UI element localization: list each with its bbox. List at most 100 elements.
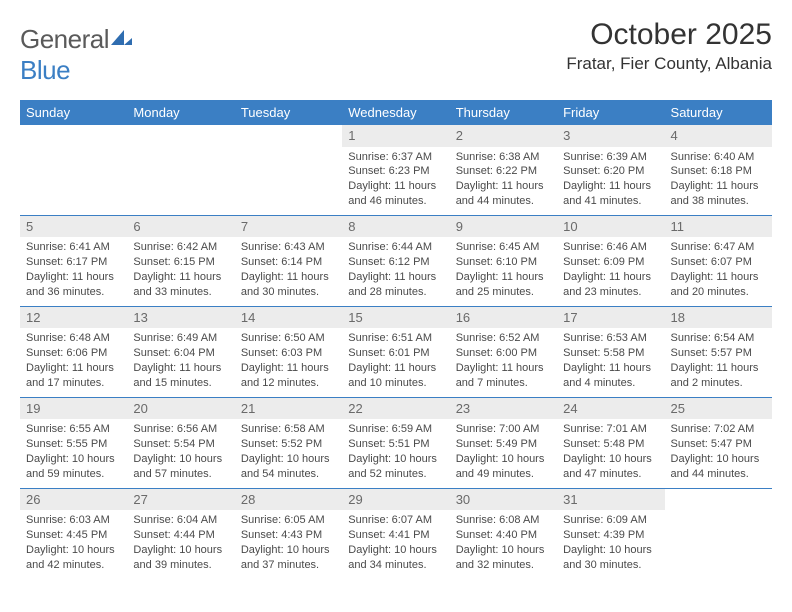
weekday-header: Sunday — [20, 100, 127, 125]
day-daylight2: and 10 minutes. — [348, 376, 443, 391]
day-sunset: Sunset: 6:09 PM — [563, 255, 658, 270]
day-sunrise: Sunrise: 6:38 AM — [456, 150, 551, 165]
day-daylight2: and 41 minutes. — [563, 194, 658, 209]
day-daylight2: and 59 minutes. — [26, 467, 121, 482]
day-number: 12 — [20, 307, 127, 329]
calendar-empty-cell — [127, 125, 234, 215]
day-sunrise: Sunrise: 6:41 AM — [26, 240, 121, 255]
calendar-day-cell: 5Sunrise: 6:41 AMSunset: 6:17 PMDaylight… — [20, 215, 127, 306]
calendar-day-cell: 28Sunrise: 6:05 AMSunset: 4:43 PMDayligh… — [235, 488, 342, 578]
day-daylight2: and 37 minutes. — [241, 558, 336, 573]
day-daylight2: and 12 minutes. — [241, 376, 336, 391]
calendar-day-cell: 13Sunrise: 6:49 AMSunset: 6:04 PMDayligh… — [127, 306, 234, 397]
calendar-week-row: 26Sunrise: 6:03 AMSunset: 4:45 PMDayligh… — [20, 488, 772, 578]
day-number: 27 — [127, 489, 234, 511]
calendar-day-cell: 31Sunrise: 6:09 AMSunset: 4:39 PMDayligh… — [557, 488, 664, 578]
calendar-day-cell: 16Sunrise: 6:52 AMSunset: 6:00 PMDayligh… — [450, 306, 557, 397]
day-number: 21 — [235, 398, 342, 420]
calendar-day-cell: 27Sunrise: 6:04 AMSunset: 4:44 PMDayligh… — [127, 488, 234, 578]
day-sunset: Sunset: 6:03 PM — [241, 346, 336, 361]
day-daylight1: Daylight: 10 hours — [456, 543, 551, 558]
day-sunset: Sunset: 6:18 PM — [671, 164, 766, 179]
day-sunset: Sunset: 5:48 PM — [563, 437, 658, 452]
calendar-day-cell: 30Sunrise: 6:08 AMSunset: 4:40 PMDayligh… — [450, 488, 557, 578]
calendar-day-cell: 3Sunrise: 6:39 AMSunset: 6:20 PMDaylight… — [557, 125, 664, 215]
calendar-day-cell: 8Sunrise: 6:44 AMSunset: 6:12 PMDaylight… — [342, 215, 449, 306]
day-sunrise: Sunrise: 6:43 AM — [241, 240, 336, 255]
day-daylight2: and 30 minutes. — [241, 285, 336, 300]
day-sunrise: Sunrise: 6:53 AM — [563, 331, 658, 346]
day-number: 30 — [450, 489, 557, 511]
day-daylight2: and 46 minutes. — [348, 194, 443, 209]
day-sunset: Sunset: 6:00 PM — [456, 346, 551, 361]
day-daylight1: Daylight: 11 hours — [563, 361, 658, 376]
day-daylight1: Daylight: 10 hours — [348, 452, 443, 467]
day-daylight1: Daylight: 11 hours — [456, 179, 551, 194]
day-daylight1: Daylight: 11 hours — [348, 361, 443, 376]
day-sunrise: Sunrise: 6:59 AM — [348, 422, 443, 437]
location-subtitle: Fratar, Fier County, Albania — [566, 54, 772, 74]
title-block: October 2025 Fratar, Fier County, Albani… — [566, 18, 772, 74]
day-number: 1 — [342, 125, 449, 147]
day-daylight2: and 33 minutes. — [133, 285, 228, 300]
day-daylight2: and 47 minutes. — [563, 467, 658, 482]
day-sunset: Sunset: 6:15 PM — [133, 255, 228, 270]
day-sunrise: Sunrise: 6:55 AM — [26, 422, 121, 437]
day-number: 28 — [235, 489, 342, 511]
day-sunrise: Sunrise: 6:42 AM — [133, 240, 228, 255]
weekday-header: Thursday — [450, 100, 557, 125]
logo-text-blue: Blue — [20, 55, 70, 85]
day-daylight1: Daylight: 10 hours — [563, 543, 658, 558]
day-daylight2: and 15 minutes. — [133, 376, 228, 391]
day-number: 24 — [557, 398, 664, 420]
day-sunrise: Sunrise: 6:48 AM — [26, 331, 121, 346]
calendar-day-cell: 25Sunrise: 7:02 AMSunset: 5:47 PMDayligh… — [665, 397, 772, 488]
day-number: 19 — [20, 398, 127, 420]
calendar-day-cell: 26Sunrise: 6:03 AMSunset: 4:45 PMDayligh… — [20, 488, 127, 578]
logo: General Blue — [20, 18, 133, 86]
day-daylight2: and 7 minutes. — [456, 376, 551, 391]
day-sunrise: Sunrise: 6:04 AM — [133, 513, 228, 528]
calendar-week-row: 1Sunrise: 6:37 AMSunset: 6:23 PMDaylight… — [20, 125, 772, 215]
day-daylight1: Daylight: 11 hours — [348, 270, 443, 285]
calendar-day-cell: 4Sunrise: 6:40 AMSunset: 6:18 PMDaylight… — [665, 125, 772, 215]
day-number: 18 — [665, 307, 772, 329]
day-daylight1: Daylight: 11 hours — [671, 361, 766, 376]
day-sunrise: Sunrise: 7:02 AM — [671, 422, 766, 437]
day-daylight1: Daylight: 11 hours — [456, 270, 551, 285]
day-sunrise: Sunrise: 6:39 AM — [563, 150, 658, 165]
day-number: 16 — [450, 307, 557, 329]
day-daylight2: and 54 minutes. — [241, 467, 336, 482]
weekday-header: Saturday — [665, 100, 772, 125]
day-sunrise: Sunrise: 6:08 AM — [456, 513, 551, 528]
calendar-day-cell: 29Sunrise: 6:07 AMSunset: 4:41 PMDayligh… — [342, 488, 449, 578]
calendar-day-cell: 12Sunrise: 6:48 AMSunset: 6:06 PMDayligh… — [20, 306, 127, 397]
day-sunrise: Sunrise: 7:00 AM — [456, 422, 551, 437]
page-title: October 2025 — [566, 18, 772, 52]
day-number: 5 — [20, 216, 127, 238]
day-daylight1: Daylight: 10 hours — [26, 452, 121, 467]
logo-text-general: General — [20, 24, 109, 54]
day-daylight2: and 39 minutes. — [133, 558, 228, 573]
day-daylight1: Daylight: 11 hours — [671, 179, 766, 194]
day-daylight2: and 42 minutes. — [26, 558, 121, 573]
day-daylight2: and 57 minutes. — [133, 467, 228, 482]
day-daylight1: Daylight: 11 hours — [133, 361, 228, 376]
day-number: 23 — [450, 398, 557, 420]
day-sunset: Sunset: 4:41 PM — [348, 528, 443, 543]
calendar-day-cell: 2Sunrise: 6:38 AMSunset: 6:22 PMDaylight… — [450, 125, 557, 215]
calendar-header-row: SundayMondayTuesdayWednesdayThursdayFrid… — [20, 100, 772, 125]
day-sunset: Sunset: 5:52 PM — [241, 437, 336, 452]
day-sunset: Sunset: 6:01 PM — [348, 346, 443, 361]
day-sunrise: Sunrise: 6:37 AM — [348, 150, 443, 165]
day-number: 25 — [665, 398, 772, 420]
day-sunrise: Sunrise: 6:54 AM — [671, 331, 766, 346]
day-daylight1: Daylight: 11 hours — [671, 270, 766, 285]
day-daylight1: Daylight: 11 hours — [563, 179, 658, 194]
day-sunset: Sunset: 6:04 PM — [133, 346, 228, 361]
calendar-empty-cell — [235, 125, 342, 215]
day-sunset: Sunset: 4:43 PM — [241, 528, 336, 543]
calendar-week-row: 12Sunrise: 6:48 AMSunset: 6:06 PMDayligh… — [20, 306, 772, 397]
day-sunrise: Sunrise: 6:05 AM — [241, 513, 336, 528]
day-daylight2: and 4 minutes. — [563, 376, 658, 391]
